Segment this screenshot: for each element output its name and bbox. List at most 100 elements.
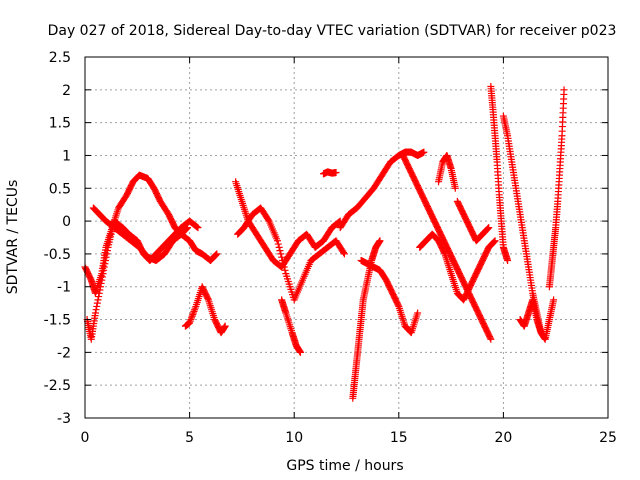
data-point — [182, 225, 190, 233]
axis-ticks: 0 5 10 15 20 25 2.5 2 1.5 1 0.5 0 -0.5 -1 -1.5 -2 -2.5 -3 — [44, 50, 617, 446]
y-tick-label: 0.5 — [49, 181, 71, 197]
data-point — [187, 314, 195, 322]
y-tick-label: -3 — [57, 411, 71, 427]
series-arc-6 — [234, 204, 348, 304]
data-point — [451, 184, 459, 192]
data-point — [102, 253, 110, 261]
series-arc-13 — [416, 230, 499, 304]
data-point — [490, 237, 498, 245]
data-point — [276, 247, 284, 255]
y-tick-label: -1 — [57, 280, 71, 296]
data-point — [103, 250, 111, 258]
y-tick-label: -1.5 — [44, 313, 71, 329]
data-point — [278, 253, 286, 261]
data-point — [101, 260, 109, 268]
data-point — [190, 307, 198, 315]
y-tick-label: 2.5 — [49, 50, 71, 66]
data-point — [394, 301, 402, 309]
data-point — [102, 256, 110, 264]
data-point — [491, 237, 499, 245]
data-point — [280, 263, 288, 271]
data-point — [550, 296, 558, 304]
series-arc-19 — [545, 86, 568, 291]
data-point — [186, 319, 194, 327]
data-point — [191, 304, 199, 312]
data-point — [204, 295, 212, 303]
y-tick-label: -2.5 — [44, 378, 71, 394]
data-point — [93, 302, 101, 310]
y-tick-label: 1 — [62, 148, 71, 164]
data-point — [189, 311, 197, 319]
data-point — [281, 266, 289, 274]
chart-title: Day 027 of 2018, Sidereal Day-to-day VTE… — [48, 23, 617, 39]
y-tick-label: 2 — [62, 83, 71, 99]
data-point — [94, 296, 102, 304]
series-arc-10 — [336, 148, 428, 232]
data-point — [221, 322, 229, 330]
data-point — [194, 224, 202, 232]
x-tick-label: 15 — [390, 430, 408, 446]
data-point — [420, 148, 428, 156]
data-point — [186, 317, 194, 325]
data-point — [187, 316, 195, 324]
series-arc-8 — [319, 168, 340, 178]
series-arc-12 — [399, 151, 495, 343]
data-point — [484, 224, 492, 232]
data-point — [275, 243, 283, 251]
data-point — [98, 273, 106, 281]
series-arc-11 — [357, 256, 422, 337]
series-arc-5 — [232, 178, 344, 271]
data-point — [296, 348, 304, 356]
y-tick-label: 0 — [62, 214, 71, 230]
data-point — [97, 279, 105, 287]
data-point — [212, 251, 220, 259]
series-arc-3 — [89, 204, 192, 264]
data-point — [100, 266, 108, 274]
data-point — [273, 237, 281, 245]
data-point — [96, 286, 104, 294]
data-point — [189, 309, 197, 317]
data-point — [191, 306, 199, 314]
data-point — [485, 224, 493, 232]
series-arc-14 — [435, 151, 459, 192]
data-point — [95, 289, 103, 297]
data-point — [490, 238, 498, 246]
data-point — [103, 247, 111, 255]
grid-lines — [85, 57, 608, 418]
x-tick-label: 10 — [285, 430, 303, 446]
data-point — [487, 335, 495, 343]
data-point — [278, 256, 286, 264]
data-point — [274, 240, 282, 248]
series-arc-4 — [181, 283, 229, 337]
x-tick-label: 25 — [599, 430, 617, 446]
x-axis-label: GPS time / hours — [286, 458, 403, 474]
data-point — [95, 293, 103, 301]
data-point — [100, 263, 108, 271]
data-point — [92, 306, 100, 314]
data-point — [504, 256, 512, 264]
data-point — [212, 251, 220, 259]
data-point — [340, 250, 348, 258]
y-tick-label: -2 — [57, 345, 71, 361]
series-arc-9 — [349, 237, 384, 402]
series-arc-15 — [453, 197, 493, 245]
data-point — [484, 225, 492, 233]
series-arc-16 — [487, 83, 512, 264]
data-point — [96, 283, 104, 291]
data-point — [192, 222, 200, 230]
data-point — [93, 299, 101, 307]
data-point — [184, 224, 192, 232]
data-point — [279, 260, 287, 268]
data-point — [376, 237, 384, 245]
series-arc-17 — [499, 112, 545, 337]
data-points — [81, 83, 568, 402]
y-tick-label: -0.5 — [44, 247, 71, 263]
data-point — [332, 169, 340, 177]
data-point — [183, 224, 191, 232]
data-point — [486, 334, 494, 342]
series-arc-7 — [278, 296, 304, 356]
data-point — [98, 276, 106, 284]
data-point — [91, 309, 99, 317]
data-point — [264, 216, 272, 224]
